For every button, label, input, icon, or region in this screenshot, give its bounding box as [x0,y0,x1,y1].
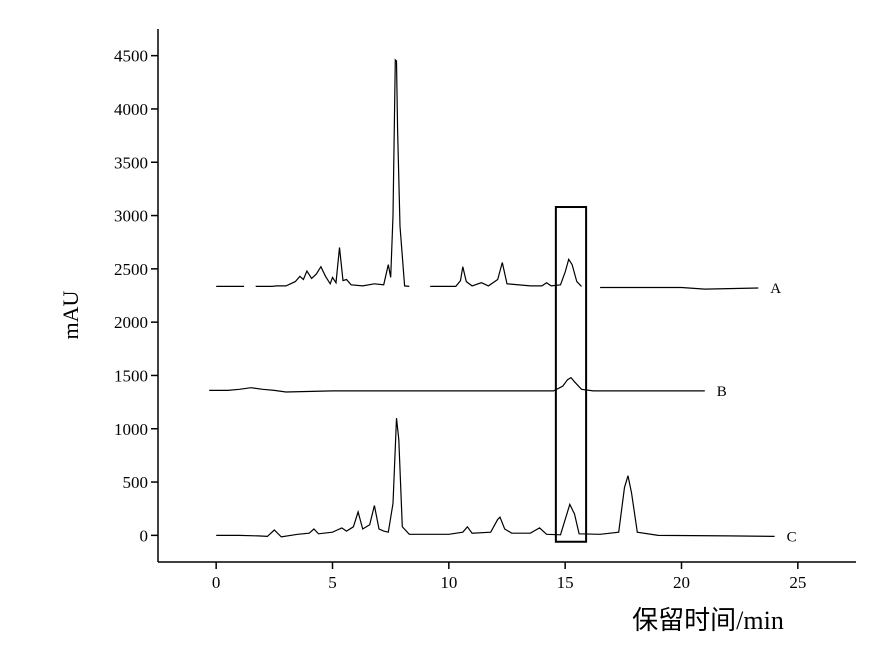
y-tick-label: 1500 [114,366,148,385]
y-tick-label: 4000 [114,100,148,119]
series-label: A [770,281,781,297]
y-tick-label: 3500 [114,153,148,172]
x-tick-label: 10 [440,573,457,592]
series-line [209,376,705,393]
y-tick-label: 1000 [114,420,148,439]
series-label: B [717,384,727,400]
y-axis-label: mAU [58,290,83,339]
y-tick-label: 500 [123,473,149,492]
y-tick-label: 2500 [114,260,148,279]
x-tick-label: 0 [212,573,221,592]
x-axis-label: 保留时间/min [632,606,784,635]
y-tick-label: 2000 [114,313,148,332]
y-tick-label: 3000 [114,207,148,226]
x-tick-label: 5 [328,573,337,592]
series-line [216,418,775,538]
series-label: C [787,529,797,545]
x-tick-label: 25 [789,573,806,592]
highlight-box [554,206,588,543]
x-tick-label: 15 [557,573,574,592]
y-tick-label: 0 [140,526,149,545]
series-line [216,58,759,290]
x-tick-label: 20 [673,573,690,592]
y-tick-label: 4500 [114,47,148,66]
